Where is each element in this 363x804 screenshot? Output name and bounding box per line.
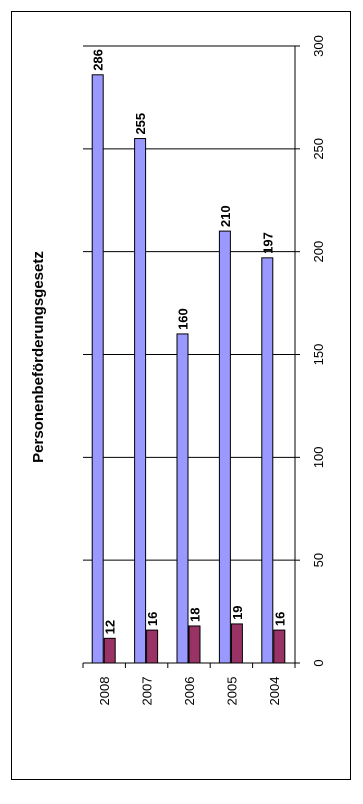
data-label: 160 [176,308,191,330]
category-label: 2004 [267,677,282,706]
tick-labels: 0 50 100 150 200 250 300 [311,35,326,666]
chart-title: Personenbeförderungsgesetz [30,251,47,463]
tick-label: 100 [311,446,326,468]
bar-series-2 [188,625,201,664]
data-label: 16 [272,612,287,626]
data-label: 19 [230,605,245,619]
category-label: 2006 [182,677,197,706]
data-label: 16 [145,612,160,626]
tick-label: 50 [311,553,326,567]
data-label: 18 [188,608,203,622]
bar-series-2 [146,629,159,664]
bar-chart: Personenbeförderungsgesetz 0 50 100 150 200 2… [30,35,326,706]
data-label: 210 [218,205,233,227]
tick-label: 150 [311,344,326,366]
bar-series-1 [261,257,274,664]
axes [82,45,300,668]
category-labels: 2008 2007 2006 2005 2004 [97,677,282,706]
bar-series-1 [218,230,231,664]
data-label: 12 [103,620,118,634]
category-label: 2007 [140,677,155,706]
gridlines [83,45,295,561]
tick-label: 300 [311,35,326,57]
bar-series-2 [230,623,243,664]
bar-series-1 [91,74,104,664]
category-label: 2008 [97,677,112,706]
bar-series-2 [273,629,286,664]
bars [91,74,286,664]
tick-label: 250 [311,138,326,160]
data-labels: 286 12 255 16 160 18 210 19 197 16 [91,49,288,634]
bar-series-1 [134,138,147,664]
chart-frame: Personenbeförderungsgesetz 0 50 100 150 200 2… [11,11,351,780]
tick-label: 200 [311,241,326,263]
data-label: 197 [260,232,275,254]
bar-series-1 [176,333,189,664]
bar-series-2 [103,637,116,664]
category-label: 2005 [224,677,239,706]
data-label: 286 [91,49,106,71]
tick-label: 0 [311,659,326,666]
data-label: 255 [133,113,148,135]
